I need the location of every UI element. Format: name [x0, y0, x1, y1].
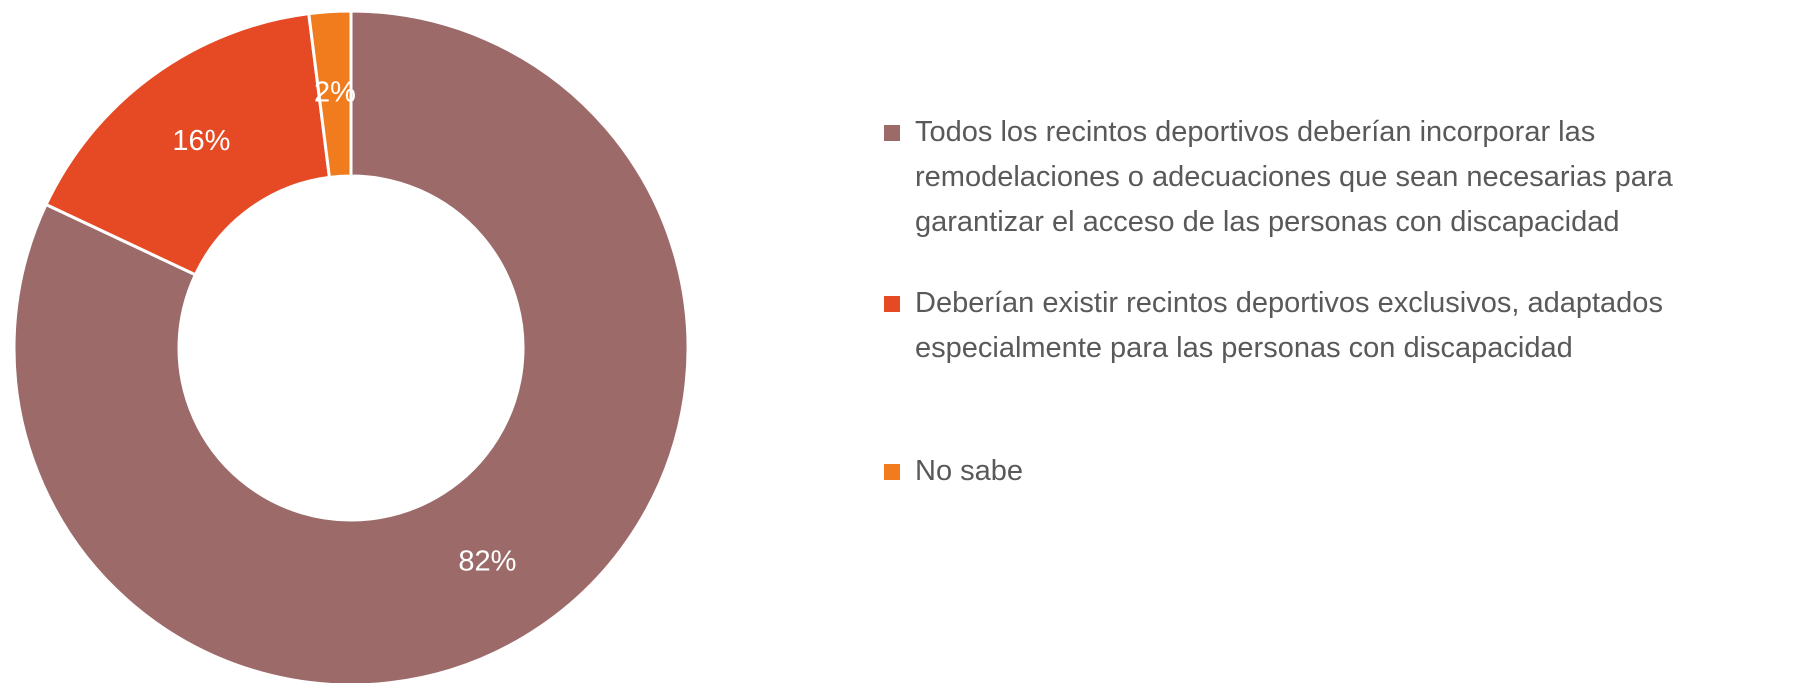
legend-item: Todos los recintos deportivos deberían i…	[884, 110, 1791, 245]
data-label: 82%	[458, 546, 516, 578]
legend-label: No sabe	[915, 455, 1024, 487]
legend-item: No sabe	[884, 449, 1791, 494]
legend-swatch	[884, 464, 900, 480]
legend-item: Deberían existir recintos deportivos exc…	[884, 281, 1791, 371]
legend-swatch	[884, 125, 900, 141]
data-label: 2%	[314, 77, 356, 109]
legend-label: Todos los recintos deportivos deberían i…	[915, 116, 1673, 238]
legend-swatch	[884, 296, 900, 312]
legend-label: Deberían existir recintos deportivos exc…	[915, 287, 1663, 364]
donut-slice	[12, 9, 690, 683]
donut-slice	[44, 11, 332, 277]
data-label: 16%	[172, 125, 230, 157]
donut-slice	[307, 9, 353, 180]
